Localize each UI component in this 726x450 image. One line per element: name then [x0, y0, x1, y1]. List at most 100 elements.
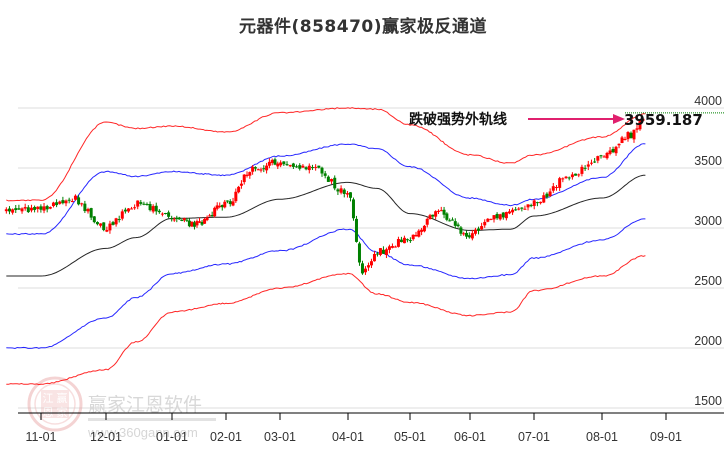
y-tick-label: 1500 [694, 394, 722, 408]
candle-down [442, 209, 446, 215]
candle-up [42, 206, 46, 211]
x-tick-label: 07-01 [518, 430, 550, 444]
candle-up [276, 163, 280, 167]
candle-up [130, 208, 134, 210]
candle-down [142, 203, 146, 205]
candle-up [205, 217, 209, 221]
candle-down [262, 168, 266, 170]
candle-up [504, 212, 508, 219]
candle-up [393, 246, 397, 248]
candle-down [375, 253, 379, 255]
candle-down [545, 193, 549, 198]
candle-down [291, 163, 295, 167]
candle-up [641, 118, 645, 121]
candle-down [295, 166, 299, 168]
candle-down [123, 209, 127, 212]
x-tick-label: 02-01 [210, 430, 242, 444]
candle-down [495, 213, 499, 219]
candle-up [345, 193, 349, 195]
candle-up [498, 214, 502, 220]
candle-up [608, 150, 612, 154]
candle-down [477, 228, 481, 231]
candle-up [548, 191, 552, 197]
x-tick-label: 11-01 [25, 430, 56, 444]
candle-down [333, 177, 337, 189]
candle-up [198, 221, 202, 223]
x-tick-label: 03-01 [264, 430, 296, 444]
candle-down [180, 219, 184, 221]
candle-up [539, 201, 543, 204]
candle-up [242, 174, 246, 183]
candle-down [164, 213, 168, 215]
candle-up [411, 234, 415, 240]
candle-up [620, 137, 624, 143]
candle-up [526, 204, 530, 208]
candle-down [185, 219, 189, 221]
candle-up [11, 209, 15, 213]
candle-up [378, 248, 382, 255]
watermark-url: www.360gann.com [87, 425, 198, 440]
candle-up [387, 246, 391, 250]
candle-down [459, 227, 463, 234]
candle-up [314, 166, 318, 168]
candle-up [561, 178, 565, 180]
candle-down [405, 239, 409, 241]
candle-up [542, 195, 546, 203]
candle-up [366, 265, 370, 268]
candle-up [470, 233, 474, 239]
candle-up [256, 169, 260, 171]
candle-up [420, 229, 424, 232]
candle-up [267, 161, 271, 166]
candle-down [282, 161, 286, 165]
candle-up [36, 206, 40, 210]
candle-up [99, 223, 103, 226]
candle-down [599, 155, 603, 157]
candle-up [4, 209, 8, 212]
chart-title: 元器件(858470)赢家极反通道 [238, 17, 487, 37]
candle-down [354, 218, 358, 242]
candle-up [417, 230, 421, 237]
candle-up [489, 218, 493, 220]
candle-up [390, 246, 394, 248]
candle-down [408, 240, 412, 242]
candle-up [580, 166, 584, 174]
candle-up [339, 188, 343, 193]
candle-down [83, 203, 87, 212]
candle-down [33, 206, 37, 210]
candle-down [200, 221, 204, 225]
candle-up [239, 183, 243, 186]
watermark-brand: 赢家江恩软件 [88, 394, 202, 416]
candle-up [564, 176, 568, 179]
candle-up [638, 119, 642, 130]
candle-down [450, 219, 454, 221]
candle-down [448, 220, 452, 222]
candle-up [213, 207, 217, 217]
candle-down [67, 199, 71, 201]
candle-down [629, 132, 633, 138]
candle-up [48, 207, 52, 209]
candle-up [190, 221, 194, 227]
candle-up [330, 179, 334, 182]
candle-down [583, 167, 587, 169]
candle-up [20, 208, 24, 212]
candle-down [399, 239, 403, 243]
candle-up [223, 201, 227, 208]
candle-up [523, 208, 527, 210]
candle-down [145, 203, 149, 205]
candle-up [279, 162, 283, 166]
candle-up [439, 210, 443, 212]
candle-up [288, 165, 292, 167]
candle-down [348, 192, 352, 198]
x-tick-label: 06-01 [454, 430, 486, 444]
candle-up [517, 208, 521, 210]
candle-down [342, 189, 346, 194]
candle-up [208, 215, 212, 217]
candle-up [507, 211, 511, 214]
outer-lower-band [6, 255, 646, 386]
candle-down [228, 201, 232, 205]
y-axis: 4000 3500 3000 2500 2000 1500 [694, 94, 722, 408]
candle-up [251, 166, 255, 172]
candle-down [501, 212, 505, 218]
y-tick-label: 3500 [694, 154, 722, 168]
